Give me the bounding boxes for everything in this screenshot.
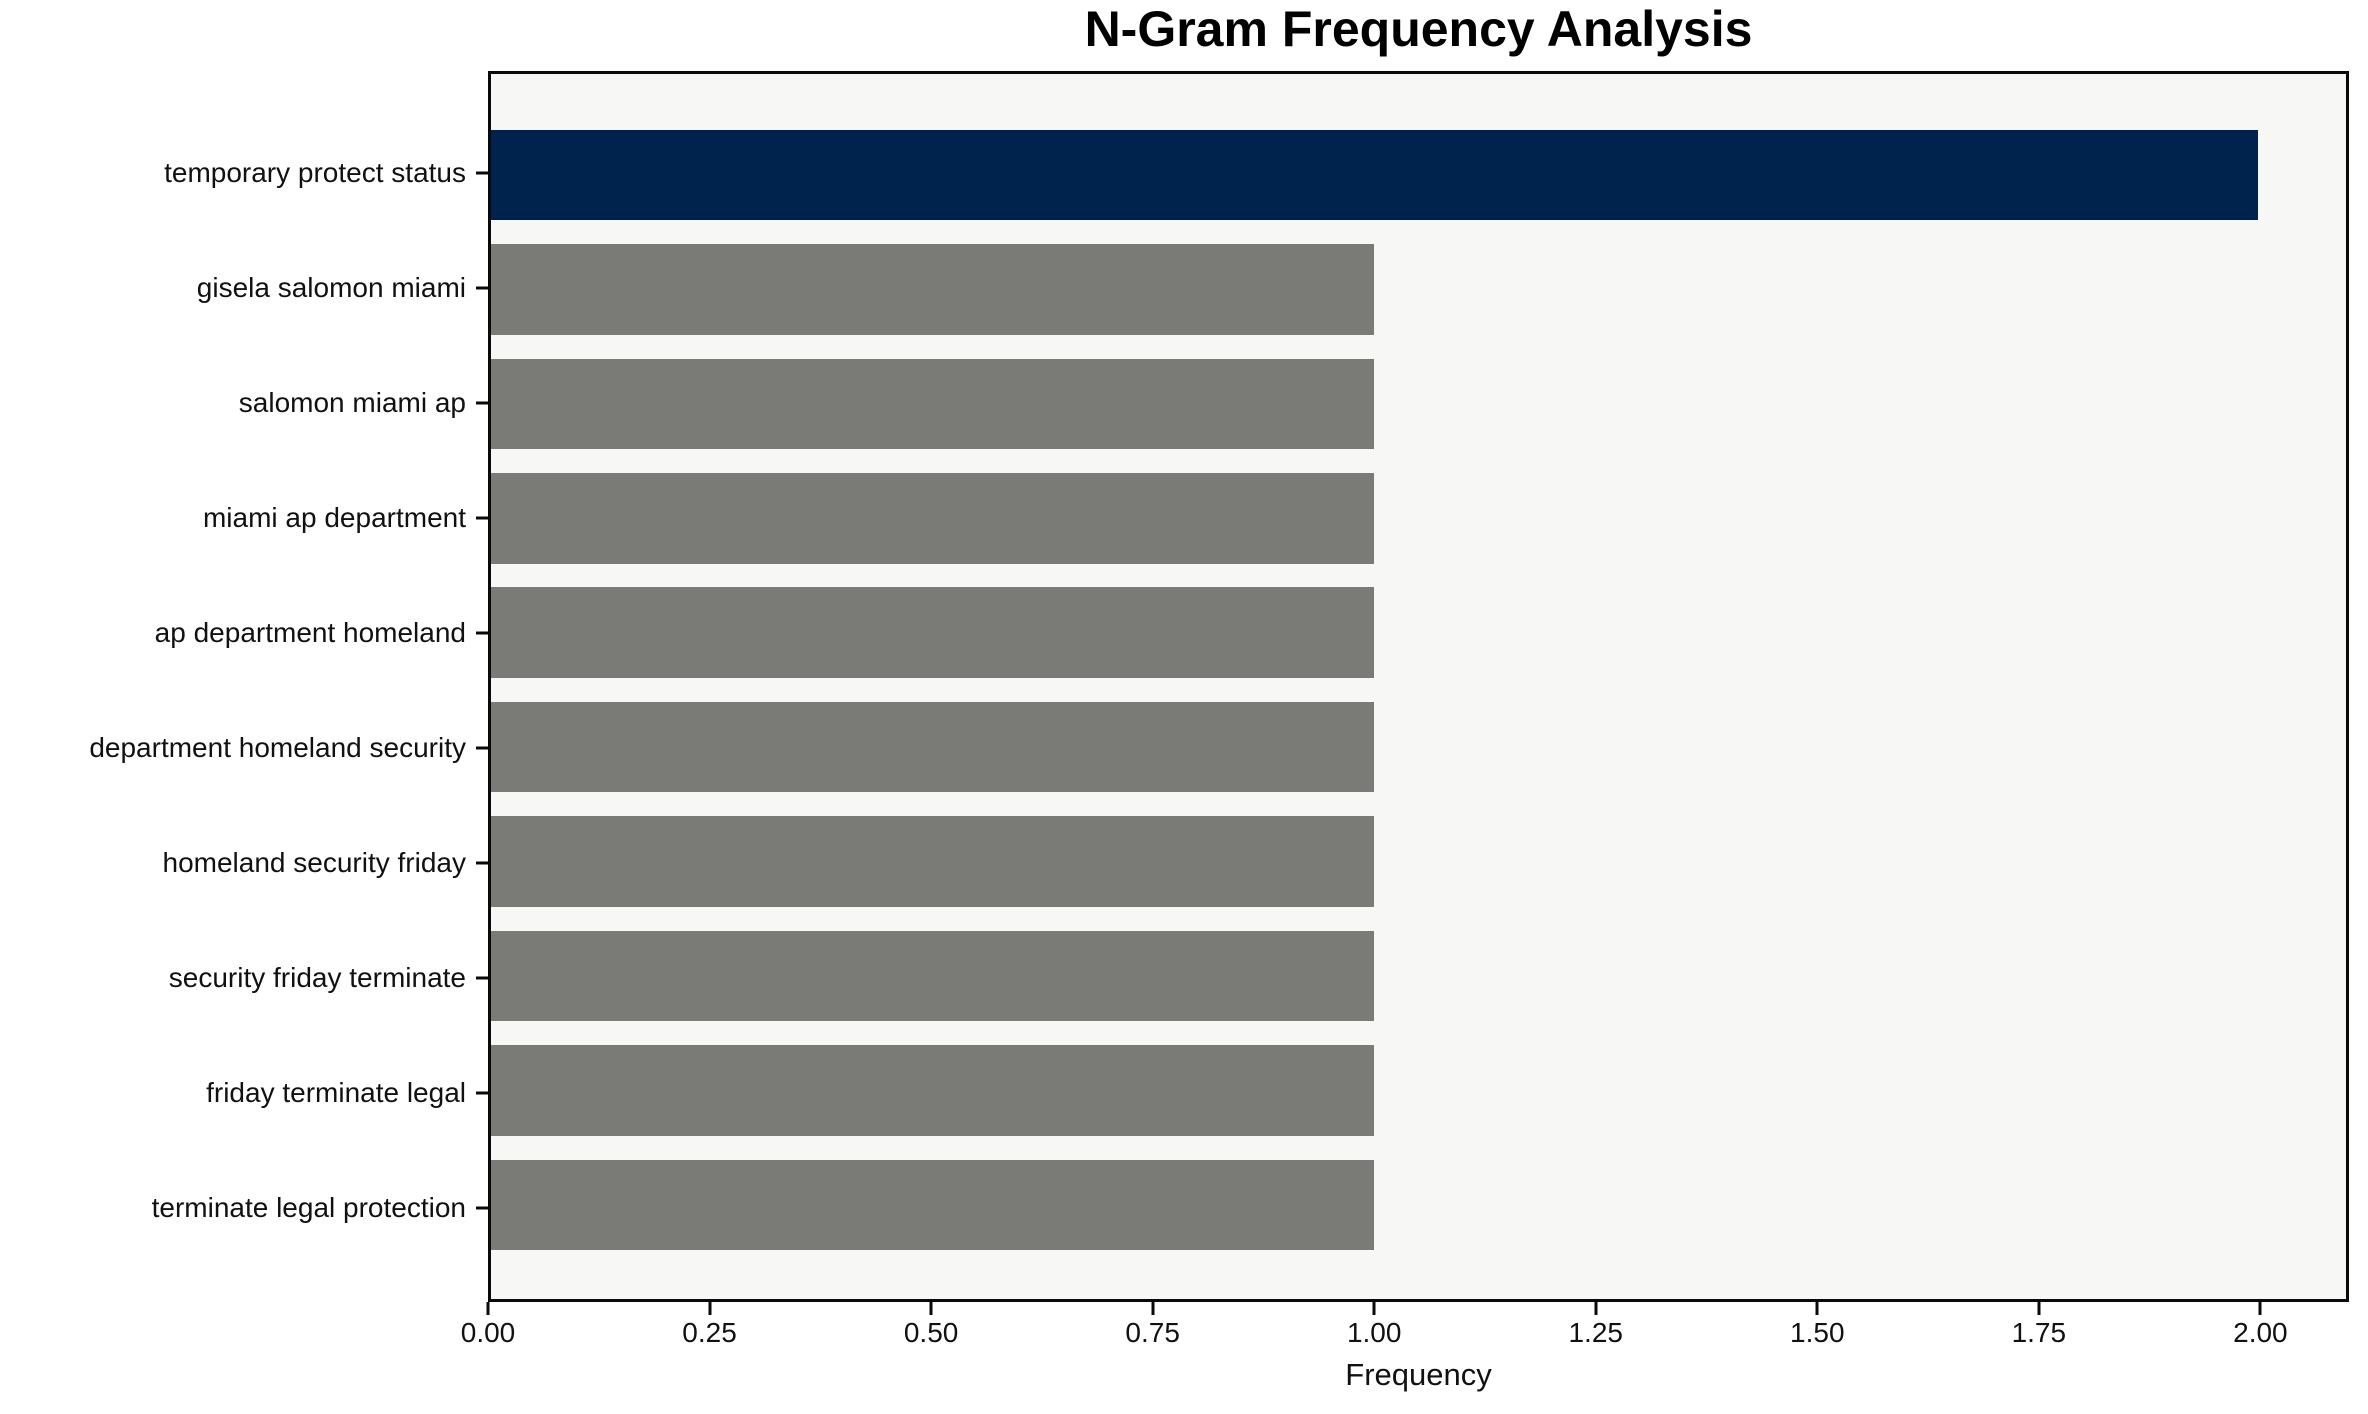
x-tick-mark <box>708 1302 712 1315</box>
y-axis: temporary protect status gisela salomon m… <box>0 71 488 1302</box>
y-tick-mark <box>476 861 488 864</box>
bar <box>491 930 1375 1022</box>
bar <box>491 1159 1375 1251</box>
y-tick-mark <box>476 746 488 749</box>
x-tick-label: 0.00 <box>460 1317 516 1348</box>
y-tick-mark <box>476 516 488 519</box>
x-tick-mark <box>929 1302 933 1315</box>
y-tick-mark <box>476 286 488 289</box>
bar <box>491 816 1375 907</box>
x-tick-mark <box>1151 1302 1155 1315</box>
y-tick-mark <box>476 631 488 634</box>
y-tick-mark <box>476 1206 488 1209</box>
x-tick-label: 0.75 <box>1125 1317 1180 1348</box>
x-axis-title: Frequency <box>1345 1357 1492 1392</box>
y-tick-label: salomon miami ap <box>238 386 466 418</box>
y-tick-label: terminate legal protection <box>151 1191 466 1223</box>
x-tick-mark <box>2037 1302 2041 1315</box>
x-tick-mark <box>1815 1302 1819 1315</box>
x-tick-mark <box>486 1302 490 1315</box>
y-tick-mark <box>476 1091 488 1094</box>
chart-title: N-Gram Frequency Analysis <box>1084 1 1753 57</box>
x-tick-label: 2.00 <box>2233 1317 2288 1348</box>
bar <box>491 701 1375 793</box>
y-tick-label: security friday terminate <box>168 961 466 993</box>
bar <box>491 358 1375 450</box>
y-tick-label: department homeland security <box>89 731 466 763</box>
bar <box>491 587 1375 679</box>
bar <box>491 244 1375 335</box>
y-tick-label: friday terminate legal <box>206 1076 466 1108</box>
x-tick-label: 1.00 <box>1346 1317 1402 1348</box>
y-tick-label: miami ap department <box>202 501 466 533</box>
y-tick-label: ap department homeland <box>154 616 466 648</box>
x-tick-mark <box>1594 1302 1598 1315</box>
x-tick-label: 1.25 <box>1568 1317 1623 1348</box>
y-tick-label: homeland security friday <box>162 846 466 878</box>
bar <box>491 1045 1375 1136</box>
x-tick-label: 0.50 <box>903 1317 959 1348</box>
x-tick-label: 0.25 <box>682 1317 737 1348</box>
x-tick-mark <box>1372 1302 1376 1315</box>
y-tick-label: temporary protect status <box>164 156 466 188</box>
y-tick-mark <box>476 401 488 404</box>
y-tick-mark <box>476 171 488 174</box>
bar <box>491 473 1375 564</box>
y-tick-label: gisela salomon miami <box>196 271 466 303</box>
x-tick-label: 1.50 <box>1790 1317 1845 1348</box>
x-tick-mark <box>2258 1302 2262 1315</box>
x-tick-label: 1.75 <box>2011 1317 2067 1348</box>
plot-area <box>488 71 2349 1302</box>
bar <box>491 129 2258 221</box>
y-tick-mark <box>476 976 488 979</box>
x-axis: 0.00 0.25 0.50 0.75 1.00 1.25 1.50 1.75 2.00 <box>461 1302 2349 1372</box>
